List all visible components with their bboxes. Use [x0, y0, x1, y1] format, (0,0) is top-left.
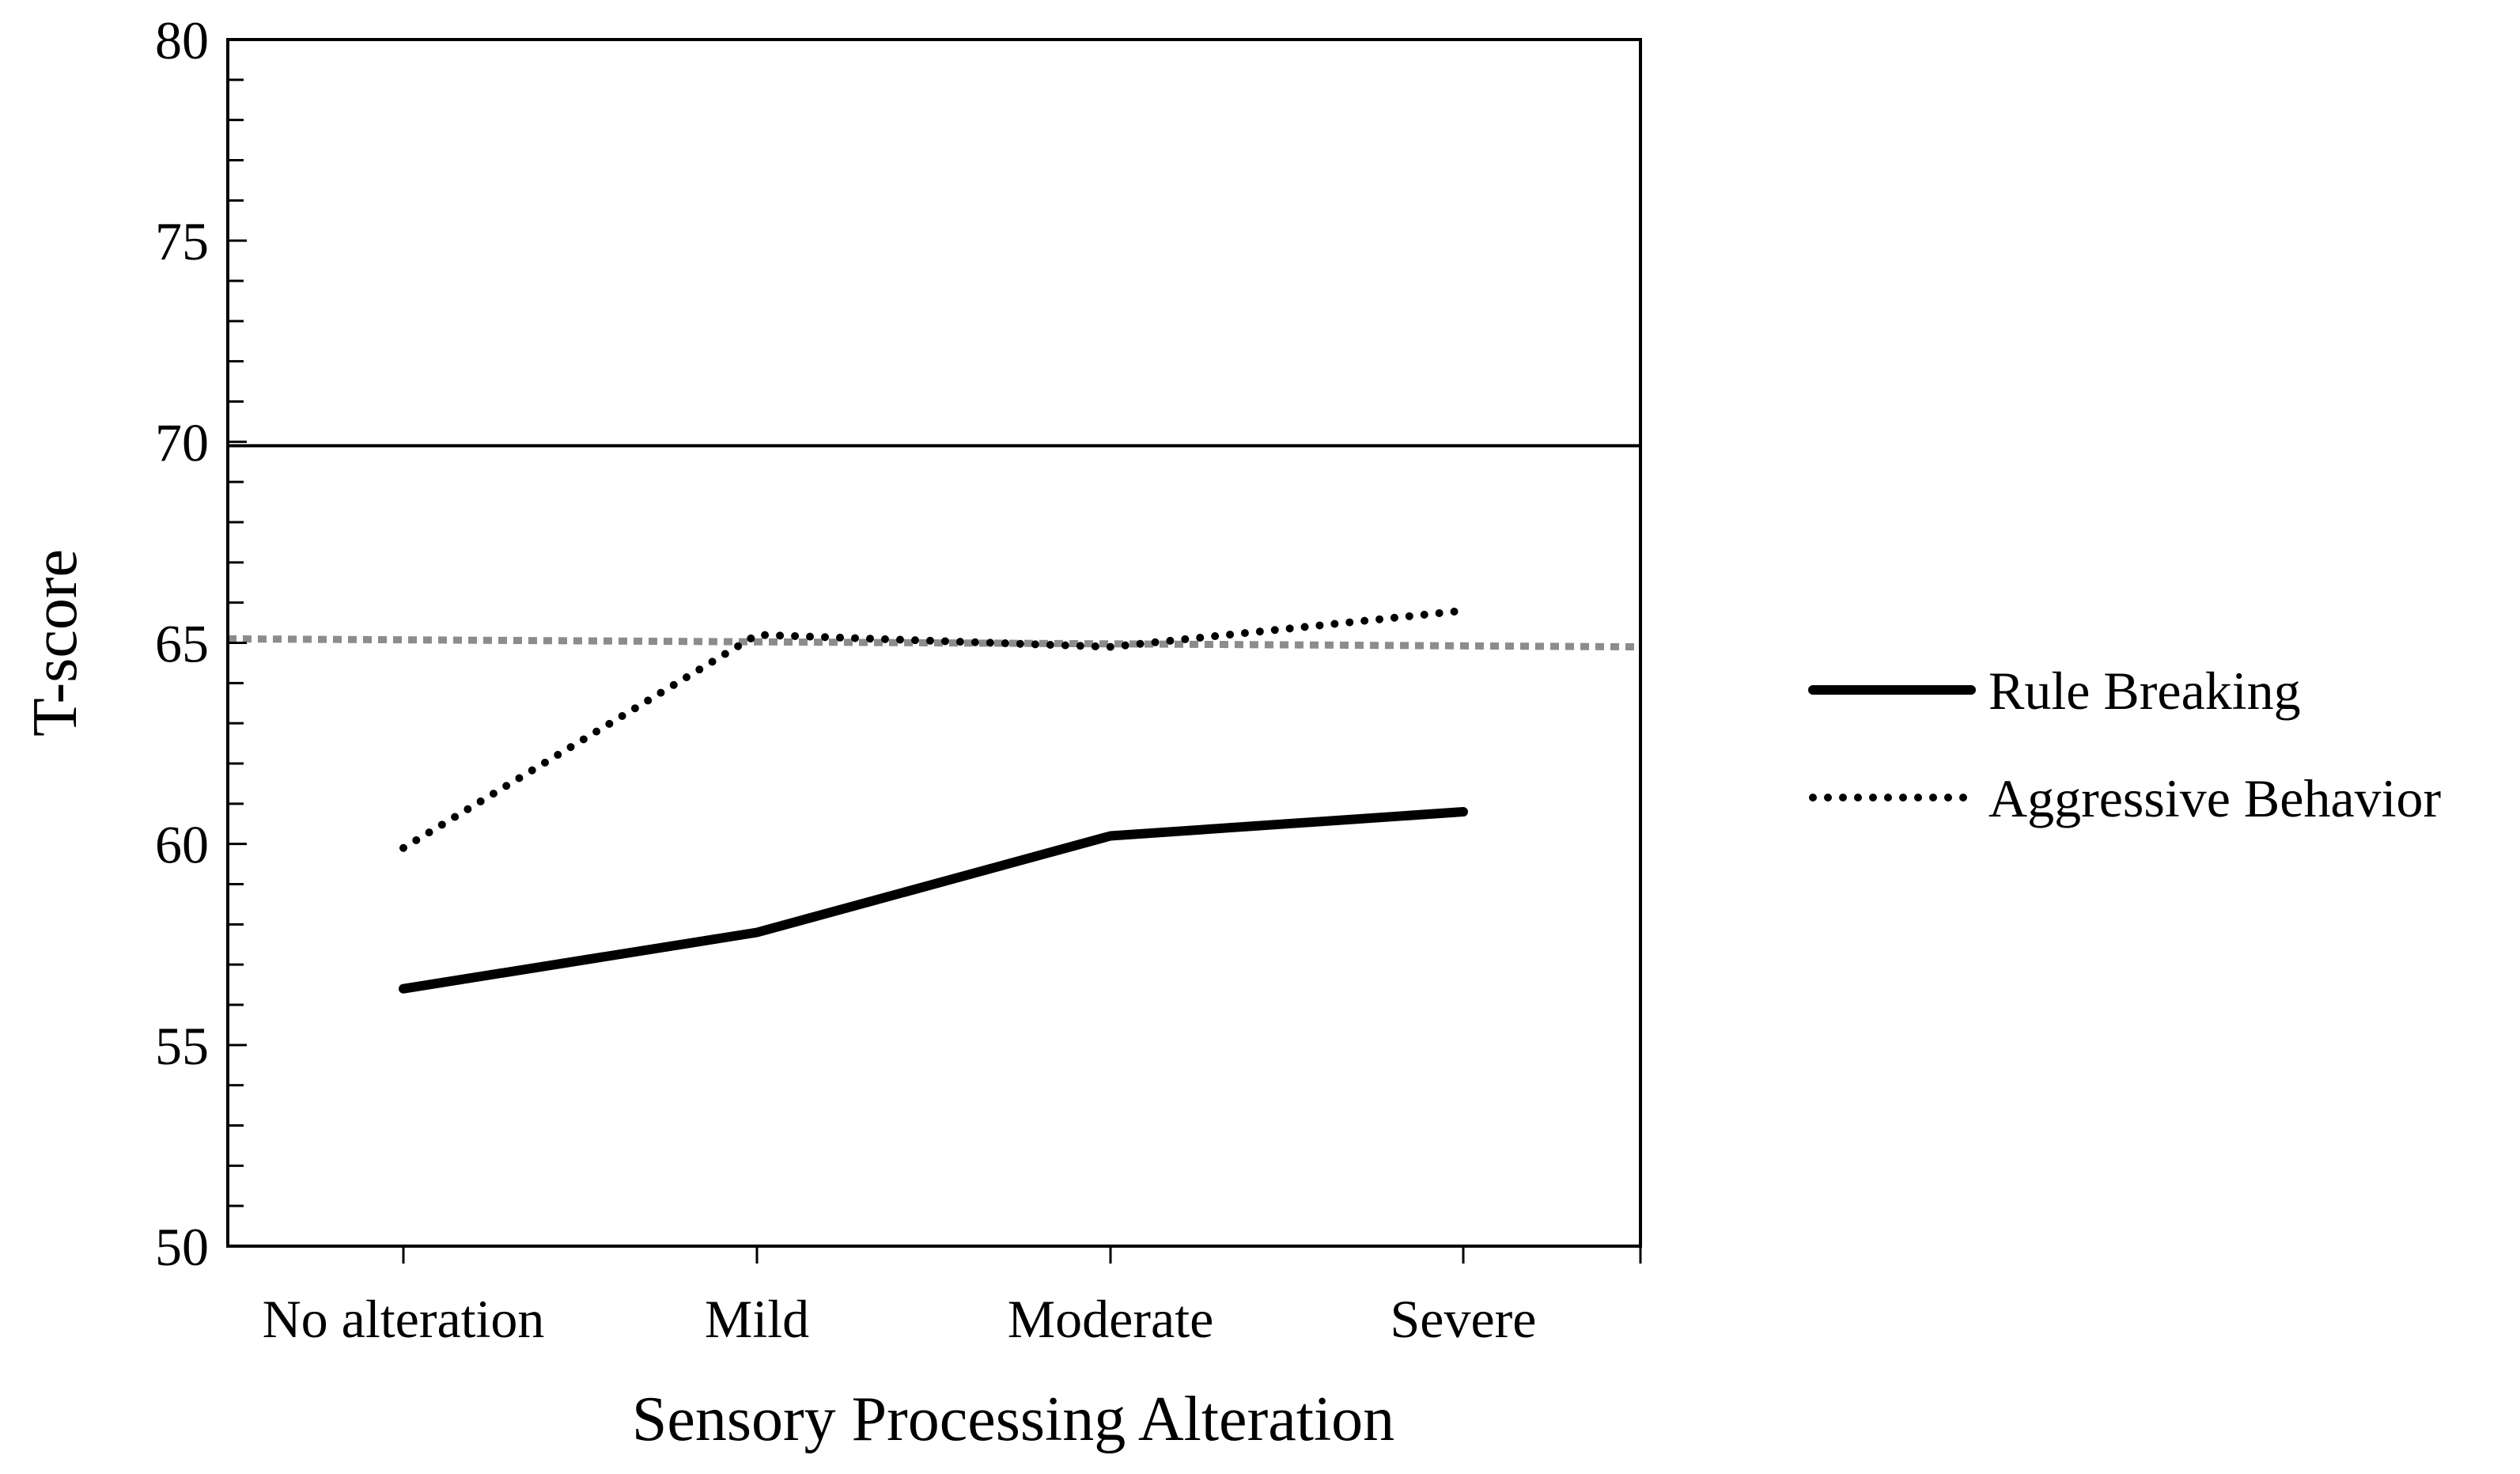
x-axis: No alteration Mild Moderate Severe [263, 1246, 1642, 1349]
series-lines [399, 606, 1468, 994]
y-tick-label: 65 [155, 614, 209, 674]
y-axis: 50 55 60 65 70 75 80 [155, 10, 247, 1277]
plot-frame [226, 38, 1642, 1248]
legend: Rule Breaking Aggressive Behavior [1808, 661, 2442, 828]
y-axis-label: T-score [21, 549, 90, 737]
x-axis-label: Sensory Processing Alteration [632, 1385, 1394, 1454]
y-tick-label: 75 [155, 211, 209, 271]
reference-line [227, 635, 1641, 651]
x-tick-label: Moderate [1008, 1289, 1214, 1349]
legend-label: Aggressive Behavior [1988, 768, 2442, 828]
x-tick-label: No alteration [263, 1289, 545, 1349]
x-tick-label: Severe [1390, 1289, 1536, 1349]
y-tick-label: 80 [155, 10, 209, 70]
series-line-aggressive-behavior [399, 606, 1467, 852]
x-tick-label: Mild [705, 1289, 809, 1349]
reference-lines [227, 444, 1641, 651]
series-line-rule-breaking [399, 807, 1468, 994]
y-tick-label: 60 [155, 815, 209, 875]
legend-label: Rule Breaking [1988, 661, 2301, 721]
y-tick-label: 50 [155, 1217, 209, 1277]
y-tick-label: 55 [155, 1016, 209, 1076]
y-tick-label: 70 [155, 412, 209, 472]
